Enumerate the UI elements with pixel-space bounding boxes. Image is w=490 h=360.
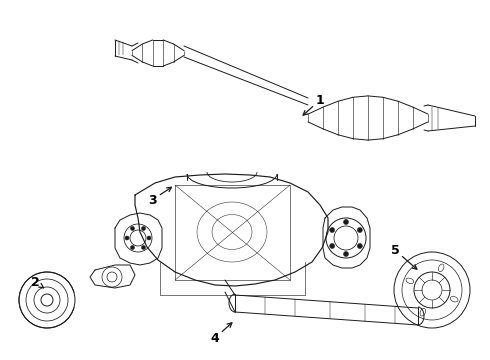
Circle shape bbox=[343, 252, 348, 257]
Circle shape bbox=[357, 243, 363, 248]
Circle shape bbox=[130, 246, 134, 249]
Circle shape bbox=[142, 246, 146, 249]
Text: 3: 3 bbox=[147, 194, 156, 207]
Text: 5: 5 bbox=[391, 243, 399, 257]
Text: 2: 2 bbox=[31, 275, 39, 288]
Circle shape bbox=[125, 236, 129, 240]
Circle shape bbox=[330, 228, 335, 233]
Circle shape bbox=[343, 220, 348, 225]
Circle shape bbox=[142, 226, 146, 230]
Circle shape bbox=[130, 226, 134, 230]
Circle shape bbox=[330, 243, 335, 248]
Text: 1: 1 bbox=[316, 94, 324, 107]
Text: 4: 4 bbox=[211, 332, 220, 345]
Circle shape bbox=[147, 236, 151, 240]
Circle shape bbox=[357, 228, 363, 233]
